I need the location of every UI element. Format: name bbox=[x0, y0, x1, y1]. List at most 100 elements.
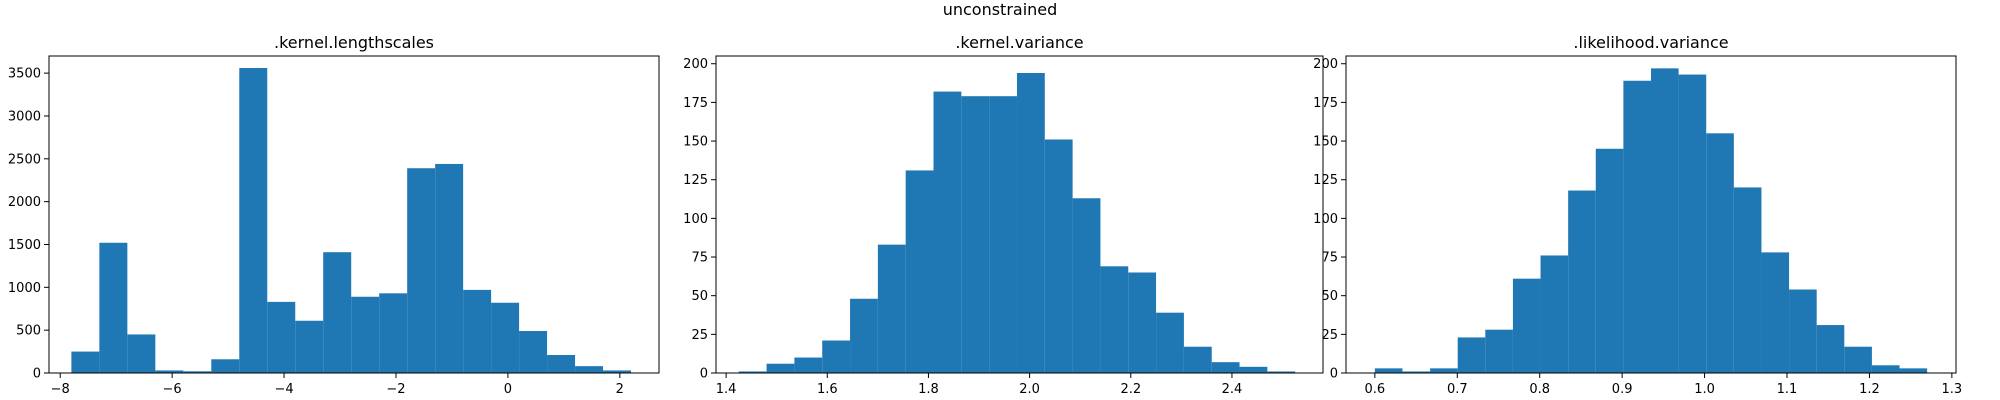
panel-title: .kernel.variance bbox=[955, 33, 1083, 52]
histogram-bar bbox=[1430, 368, 1458, 373]
y-tick-label: 150 bbox=[683, 135, 708, 150]
x-tick-label: 1.4 bbox=[716, 382, 737, 397]
histogram-bar bbox=[1016, 73, 1045, 373]
y-tick-label: 75 bbox=[1321, 251, 1338, 266]
histogram-bar bbox=[603, 370, 632, 373]
histogram-bar bbox=[1072, 198, 1101, 373]
histogram-bar bbox=[766, 363, 795, 373]
histogram-bar bbox=[491, 302, 520, 373]
histogram-bar bbox=[1568, 190, 1596, 373]
histogram-bar bbox=[379, 293, 408, 373]
histogram-bar bbox=[1044, 139, 1073, 373]
histogram-panel-2: 1.4 1.6 1.8 2.0 2.2 2.4 0 25 50 75 100 125 150 175 200… bbox=[683, 33, 1324, 397]
histogram-bar bbox=[1183, 346, 1212, 373]
y-tick-label: 0 bbox=[1330, 367, 1338, 382]
y-tick-label: 0 bbox=[33, 367, 41, 382]
y-tick-label: 175 bbox=[1313, 96, 1338, 111]
histogram-bar bbox=[1844, 346, 1872, 373]
x-tick-label: 0 bbox=[504, 382, 512, 397]
histogram-bar bbox=[127, 334, 156, 373]
histogram-bar bbox=[1211, 362, 1240, 373]
y-tick-label: 125 bbox=[1313, 173, 1338, 188]
histogram-bar bbox=[1540, 255, 1569, 373]
histogram-bar bbox=[1789, 289, 1817, 373]
histogram-bar bbox=[1816, 325, 1845, 373]
histogram-bar bbox=[738, 371, 767, 373]
y-tick-label: 2500 bbox=[8, 152, 41, 167]
axes-frame bbox=[48, 55, 660, 374]
histogram-bar bbox=[1374, 368, 1403, 373]
x-tick-label: 2.0 bbox=[1019, 382, 1040, 397]
histogram-bar bbox=[877, 244, 906, 373]
histogram-panel-1: −8 −6 −4 −2 0 2 0 500 1000 1500 2000 2500 3000 3500 .k… bbox=[8, 33, 660, 397]
y-tick-label: 175 bbox=[683, 96, 708, 111]
figure-suptitle: unconstrained bbox=[943, 0, 1058, 19]
histogram-bar bbox=[1457, 337, 1486, 373]
histogram-bar bbox=[519, 331, 548, 373]
axes-frame bbox=[1345, 55, 1957, 374]
histogram-panel-3: 0.6 0.7 0.8 0.9 1.0 1.1 1.2 1.3 0 25 50 75 100 125 150… bbox=[1313, 33, 1962, 397]
histogram-bar bbox=[463, 289, 492, 373]
panel-title: .likelihood.variance bbox=[1573, 33, 1728, 52]
histogram-bar bbox=[1156, 312, 1184, 373]
histogram-bar bbox=[239, 67, 268, 374]
histogram-bar bbox=[1512, 278, 1541, 373]
histogram-bar bbox=[905, 170, 934, 373]
histogram-bar bbox=[822, 340, 851, 373]
x-tick-label: 0.6 bbox=[1365, 382, 1386, 397]
axes-frame bbox=[715, 55, 1324, 374]
histogram-bar bbox=[1267, 371, 1296, 373]
y-tick-label: 3000 bbox=[8, 109, 41, 124]
y-tick-label: 25 bbox=[1321, 328, 1338, 343]
histogram-bar bbox=[1402, 371, 1431, 373]
x-tick-label: −6 bbox=[163, 382, 182, 397]
x-tick-label: 1.2 bbox=[1859, 382, 1880, 397]
histogram-bar bbox=[1100, 266, 1129, 373]
y-tick-label: 200 bbox=[1313, 57, 1338, 72]
histogram-bar bbox=[1485, 329, 1513, 373]
x-tick-label: 2 bbox=[616, 382, 624, 397]
histogram-bar bbox=[794, 357, 823, 373]
y-tick-label: 0 bbox=[700, 367, 708, 382]
x-tick-label: 2.4 bbox=[1222, 382, 1243, 397]
y-tick-label: 150 bbox=[1313, 135, 1338, 150]
x-tick-label: 1.3 bbox=[1942, 382, 1963, 397]
histogram-bar bbox=[989, 96, 1017, 373]
y-tick-label: 50 bbox=[691, 289, 708, 304]
y-tick-label: 1500 bbox=[8, 238, 41, 253]
y-tick-label: 100 bbox=[1313, 212, 1338, 227]
panel-title: .kernel.lengthscales bbox=[274, 33, 434, 52]
histogram-bar bbox=[1678, 74, 1707, 373]
histogram-bar bbox=[435, 163, 464, 373]
histogram-bar bbox=[1733, 187, 1762, 373]
y-tick-label: 2000 bbox=[8, 195, 41, 210]
histogram-bar bbox=[1128, 272, 1157, 373]
histogram-bar bbox=[547, 355, 576, 373]
y-tick-label: 50 bbox=[1321, 289, 1338, 304]
histogram-bar bbox=[850, 298, 878, 373]
histogram-bar bbox=[933, 91, 962, 373]
y-tick-label: 1000 bbox=[8, 281, 41, 296]
histogram-bar bbox=[183, 371, 212, 373]
histogram-bar bbox=[407, 168, 436, 373]
histogram-bar bbox=[71, 351, 100, 373]
histogram-bar bbox=[211, 359, 240, 373]
y-tick-label: 25 bbox=[691, 328, 708, 343]
histogram-bar bbox=[575, 366, 604, 373]
y-tick-label: 75 bbox=[691, 251, 708, 266]
x-tick-label: 0.8 bbox=[1529, 382, 1550, 397]
x-tick-label: 1.1 bbox=[1777, 382, 1798, 397]
histogram-bar bbox=[1623, 80, 1651, 374]
x-tick-label: 0.9 bbox=[1612, 382, 1633, 397]
histogram-bar bbox=[1595, 148, 1624, 373]
x-tick-label: −4 bbox=[274, 382, 293, 397]
histogram-bar bbox=[351, 296, 380, 373]
histogram-bar bbox=[99, 242, 128, 373]
histogram-bar bbox=[267, 301, 296, 373]
histogram-bar bbox=[295, 320, 324, 373]
histogram-bar bbox=[1239, 366, 1268, 373]
histogram-bar bbox=[1651, 68, 1679, 374]
y-tick-label: 200 bbox=[683, 57, 708, 72]
x-tick-label: 0.7 bbox=[1447, 382, 1468, 397]
